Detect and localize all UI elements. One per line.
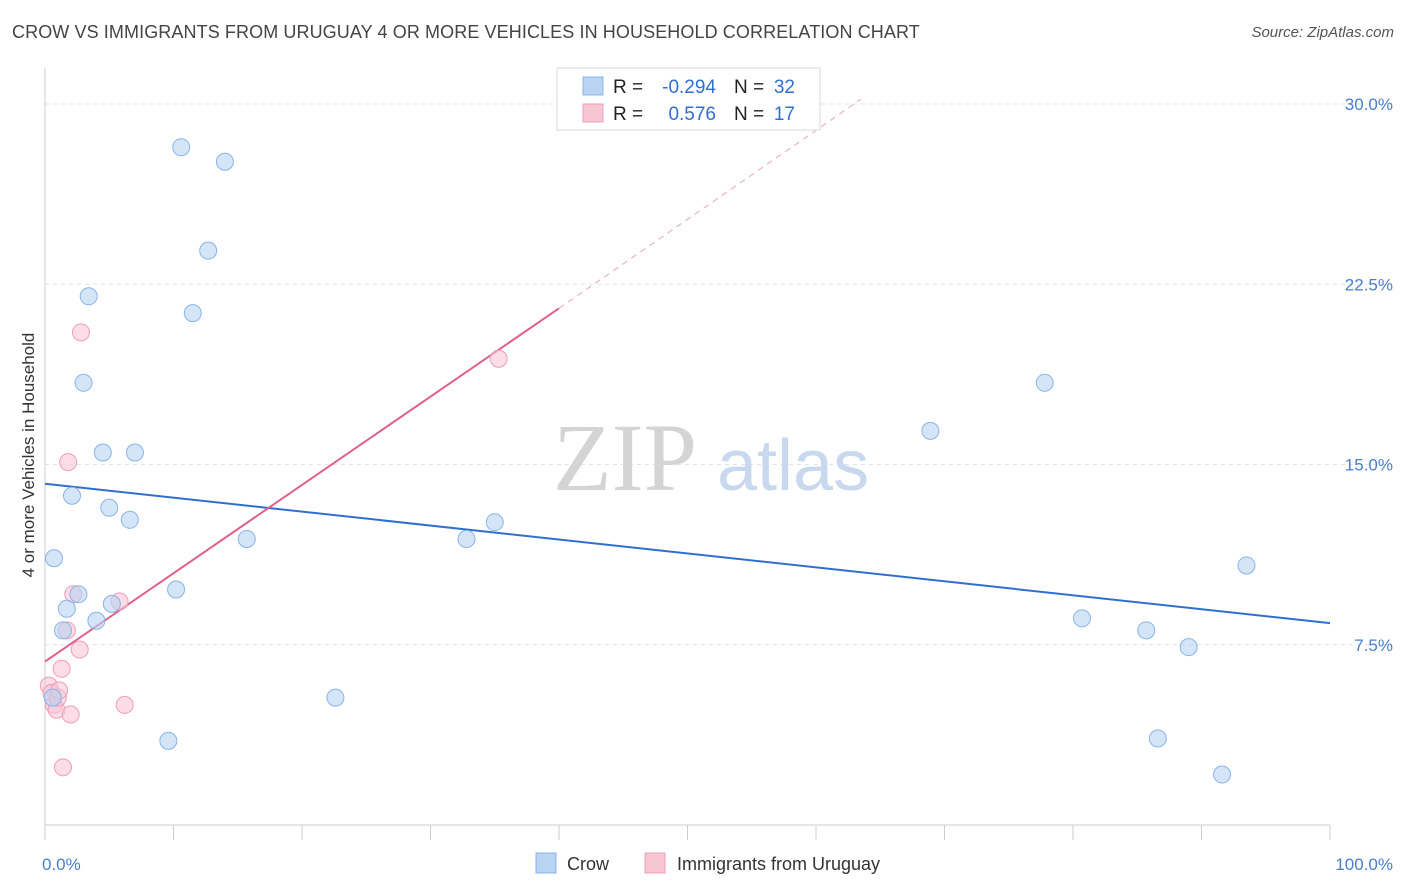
point-uruguay bbox=[61, 705, 80, 724]
legend-r-value-1: -0.294 bbox=[662, 77, 716, 98]
point-uruguay bbox=[59, 453, 78, 472]
point-crow bbox=[457, 530, 476, 549]
source-label: Source: ZipAtlas.com bbox=[1251, 24, 1394, 41]
bottom-legend-crow: Crow bbox=[567, 854, 610, 874]
point-crow bbox=[199, 241, 218, 260]
x-tick-label-min: 0.0% bbox=[42, 855, 81, 874]
point-crow bbox=[87, 611, 106, 630]
trend-line-uruguay-extension bbox=[558, 98, 862, 309]
point-uruguay bbox=[52, 659, 71, 678]
point-crow bbox=[1237, 556, 1256, 575]
point-crow bbox=[1213, 765, 1232, 784]
point-crow bbox=[74, 373, 93, 392]
point-crow bbox=[44, 549, 63, 568]
bottom-legend-swatch-uruguay bbox=[644, 852, 666, 874]
trend-line-uruguay bbox=[44, 307, 560, 663]
y-tick-label: 22.5% bbox=[1345, 275, 1393, 294]
point-crow bbox=[1148, 729, 1167, 748]
point-crow bbox=[125, 443, 144, 462]
watermark-zip: ZIP bbox=[553, 404, 697, 511]
trend-lines bbox=[44, 98, 1331, 663]
y-tick-label: 15.0% bbox=[1345, 456, 1393, 475]
point-uruguay bbox=[53, 758, 72, 777]
point-uruguay bbox=[71, 323, 90, 342]
point-crow bbox=[1137, 621, 1156, 640]
trend-line-crow bbox=[44, 482, 1331, 625]
point-crow bbox=[53, 621, 72, 640]
point-crow bbox=[183, 304, 202, 323]
x-tick-label-max: 100.0% bbox=[1335, 855, 1393, 874]
point-crow bbox=[237, 530, 256, 549]
legend-swatch-uruguay bbox=[582, 103, 604, 123]
point-crow bbox=[167, 580, 186, 599]
point-crow bbox=[1179, 638, 1198, 657]
legend-n-value-1: 32 bbox=[774, 77, 795, 98]
point-crow bbox=[93, 443, 112, 462]
watermark-atlas: atlas bbox=[717, 426, 869, 506]
bottom-legend-uruguay: Immigrants from Uruguay bbox=[677, 854, 880, 874]
legend-n-label-2: N = bbox=[734, 104, 764, 125]
watermark: ZIP atlas bbox=[553, 404, 869, 511]
point-crow bbox=[326, 688, 345, 707]
point-crow bbox=[921, 421, 940, 440]
legend-r-label-2: R = bbox=[613, 104, 643, 125]
legend-swatch-crow bbox=[582, 76, 604, 96]
chart-title: CROW VS IMMIGRANTS FROM URUGUAY 4 OR MOR… bbox=[12, 22, 920, 42]
bottom-legend-swatch-crow bbox=[535, 852, 557, 874]
legend-r-label-1: R = bbox=[613, 77, 643, 98]
point-crow bbox=[485, 513, 504, 532]
legend-r-value-2: 0.576 bbox=[668, 104, 716, 125]
legend-box: R = -0.294 N = 32 R = 0.576 N = 17 bbox=[556, 67, 821, 131]
grid-lines bbox=[45, 103, 1392, 646]
legend-n-value-2: 17 bbox=[774, 104, 795, 125]
point-crow bbox=[62, 486, 81, 505]
y-tick-label: 7.5% bbox=[1354, 636, 1393, 655]
point-crow bbox=[102, 594, 121, 613]
point-crow bbox=[120, 510, 139, 529]
legend-n-label-1: N = bbox=[734, 77, 764, 98]
y-tick-labels: 7.5% 15.0% 22.5% 30.0% bbox=[1345, 95, 1393, 655]
point-crow bbox=[100, 498, 119, 517]
y-axis-label: 4 or more Vehicles in Household bbox=[19, 333, 38, 578]
x-tick-labels: 0.0% 100.0% bbox=[42, 855, 1393, 874]
point-uruguay bbox=[115, 695, 134, 714]
point-crow bbox=[215, 152, 234, 171]
y-tick-label: 30.0% bbox=[1345, 95, 1393, 114]
point-crow bbox=[79, 287, 98, 306]
point-crow bbox=[57, 599, 76, 618]
bottom-legend: Crow Immigrants from Uruguay bbox=[535, 852, 880, 874]
point-uruguay bbox=[489, 349, 508, 368]
point-crow bbox=[43, 688, 62, 707]
point-crow bbox=[1072, 609, 1091, 628]
point-uruguay bbox=[70, 640, 89, 659]
point-crow bbox=[69, 585, 88, 604]
point-crow bbox=[1035, 373, 1054, 392]
data-points bbox=[39, 138, 1256, 784]
point-crow bbox=[172, 138, 191, 157]
point-crow bbox=[159, 731, 178, 750]
